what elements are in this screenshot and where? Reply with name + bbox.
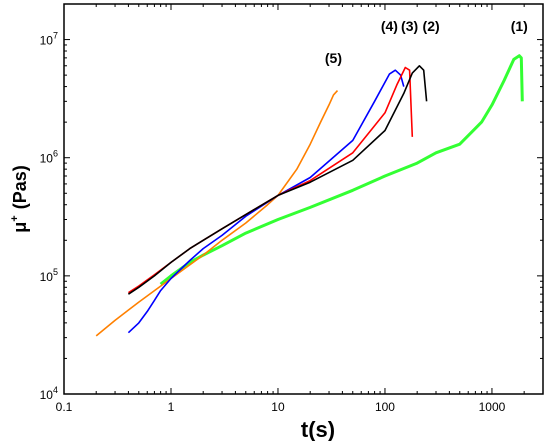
y-tick-base: 10 — [40, 388, 54, 402]
x-axis-label: t(s) — [301, 417, 335, 441]
x-tick-label: 100 — [375, 400, 395, 414]
x-tick-label: 1000 — [479, 400, 506, 414]
plot-frame — [63, 3, 544, 395]
y-axis-label-symbol: μ — [10, 222, 30, 233]
y-tick-exponent: 7 — [53, 31, 58, 41]
y-axis-label-unit: (Pas) — [10, 165, 30, 209]
series-label-5: (5) — [325, 50, 342, 66]
y-tick-base: 10 — [40, 152, 54, 166]
y-tick-label: 105 — [40, 267, 58, 284]
y-tick-base: 10 — [40, 270, 54, 284]
y-tick-base: 10 — [40, 34, 54, 48]
y-tick-label: 104 — [40, 385, 58, 402]
series-label-2: (2) — [423, 18, 440, 34]
series-line-3 — [127, 66, 414, 294]
y-axis-label: μ+ (Pas) — [9, 165, 30, 232]
y-tick-label: 106 — [40, 149, 58, 166]
y-tick-exponent: 5 — [53, 267, 58, 277]
x-axis-ticks: 0.1 1 10 100 1000 — [56, 4, 544, 414]
series-label-4: (4) — [381, 18, 398, 34]
series-label-3: (3) — [401, 18, 418, 34]
x-tick-label: 10 — [271, 400, 285, 414]
series-line-1 — [159, 54, 524, 286]
x-tick-label: 1 — [168, 400, 175, 414]
y-tick-exponent: 6 — [53, 149, 58, 159]
series-labels: (1) (2) (3)(4) (5) — [325, 18, 528, 66]
y-tick-label: 107 — [40, 31, 58, 48]
series-line-4 — [127, 69, 405, 334]
x-tick-label: 0.1 — [56, 400, 73, 414]
series-label-1: (1) — [511, 18, 528, 34]
series-line-5 — [95, 90, 339, 337]
y-tick-exponent: 4 — [53, 385, 58, 395]
series-line-2 — [127, 65, 428, 295]
y-axis-label-sup: + — [9, 215, 21, 221]
series-layer — [95, 54, 524, 337]
